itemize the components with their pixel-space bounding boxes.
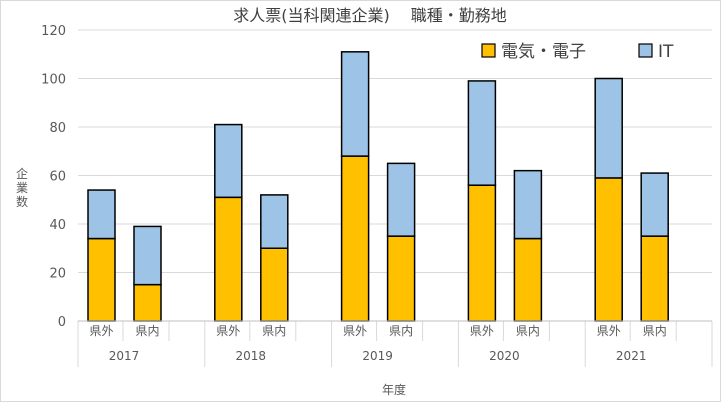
y-tick-label: 60 [49, 170, 66, 185]
x-category-label: 県外 [216, 324, 240, 338]
y-tick-label: 40 [49, 218, 66, 233]
bar-it[interactable] [260, 194, 289, 249]
bar-electric[interactable] [513, 237, 543, 322]
x-category-label: 県内 [643, 324, 667, 338]
bar-it[interactable] [133, 225, 162, 286]
y-tick-label: 120 [41, 24, 66, 39]
bar-it[interactable] [594, 77, 623, 179]
x-group-label: 2019 [362, 349, 393, 363]
bar-electric[interactable] [594, 177, 623, 322]
legend-swatch [481, 43, 496, 58]
legend-label: 電気・電子 [501, 42, 586, 62]
bar-it[interactable] [467, 80, 497, 186]
y-tick-label: 80 [49, 121, 66, 136]
x-axis-label: 年度 [382, 382, 406, 397]
bar-electric[interactable] [386, 235, 416, 322]
bar-it[interactable] [386, 162, 416, 237]
x-category-label: 県外 [597, 324, 621, 338]
bar-electric[interactable] [133, 283, 162, 322]
x-category-label: 県外 [343, 324, 367, 338]
x-category-label: 県外 [470, 324, 494, 338]
y-tick-label: 20 [49, 267, 66, 282]
x-category-label: 県内 [389, 324, 413, 338]
x-group-label: 2020 [489, 349, 520, 363]
bar-electric[interactable] [260, 247, 289, 322]
bar-electric[interactable] [214, 196, 243, 322]
x-group-label: 2021 [616, 349, 647, 363]
x-group-label: 2017 [109, 349, 140, 363]
bar-electric[interactable] [467, 184, 497, 322]
x-group-label: 2018 [236, 349, 267, 363]
bar-it[interactable] [640, 172, 669, 237]
y-tick-label: 0 [58, 315, 66, 330]
x-category-label: 県内 [262, 324, 286, 338]
bar-it[interactable] [513, 169, 543, 240]
bar-it[interactable] [340, 51, 370, 157]
y-tick-label: 100 [41, 73, 66, 88]
bar-electric[interactable] [640, 235, 669, 322]
x-category-label: 県内 [516, 324, 540, 338]
legend-label: IT [658, 42, 674, 62]
bar-electric[interactable] [87, 237, 116, 322]
legend-swatch [638, 43, 653, 58]
chart-title: 求人票(当科関連企業) 職種・勤務地 [233, 6, 507, 25]
x-category-label: 県内 [135, 324, 159, 338]
bar-it[interactable] [87, 189, 116, 240]
y-axis-label: 企業数 [16, 166, 28, 209]
bar-electric[interactable] [340, 155, 370, 322]
bar-it[interactable] [214, 123, 243, 199]
x-category-label: 県外 [89, 324, 113, 338]
